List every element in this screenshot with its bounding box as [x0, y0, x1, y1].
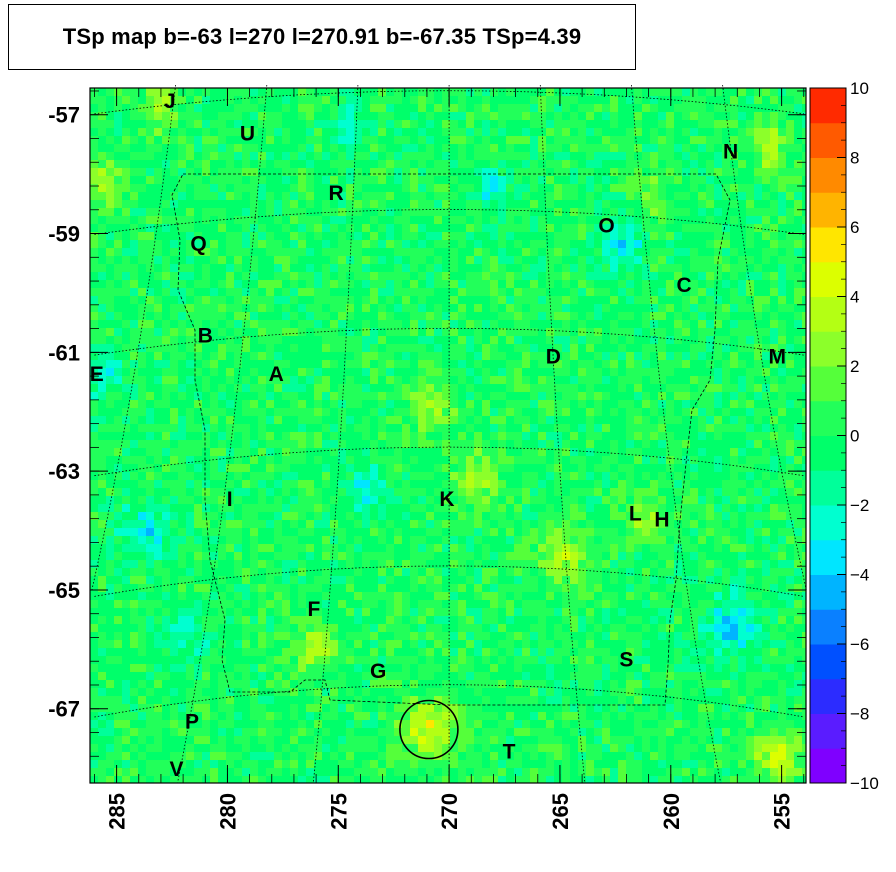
source-label: S — [619, 648, 633, 671]
y-tick-label: -61 — [48, 340, 80, 365]
colorbar-swatch — [810, 713, 846, 749]
source-label: T — [503, 740, 516, 763]
y-tick-label: -67 — [48, 697, 80, 722]
colorbar-label: 4 — [850, 288, 859, 307]
source-label: B — [198, 325, 213, 348]
colorbar-label: −4 — [850, 566, 869, 585]
colorbar-swatch — [810, 400, 846, 436]
colorbar-swatch — [810, 296, 846, 332]
colorbar-swatch — [810, 88, 846, 124]
lon-grid-line — [177, 84, 268, 784]
colorbar-label: −10 — [850, 774, 879, 793]
source-label: N — [723, 140, 738, 163]
colorbar-label: −8 — [850, 705, 869, 724]
colorbar-swatch — [810, 435, 846, 471]
colorbar-swatch — [810, 505, 846, 541]
colorbar-swatch — [810, 678, 846, 714]
source-label: F — [307, 598, 320, 621]
colorbar-swatch — [810, 539, 846, 575]
lat-grid-line — [94, 209, 804, 235]
colorbar-label: −6 — [850, 635, 869, 654]
colorbar: 10 8 6 4 2 0 −2 −4 −6 −8 −10 — [809, 79, 879, 793]
source-label: R — [329, 182, 344, 205]
source-label: V — [169, 758, 183, 781]
lon-grid-line — [539, 84, 586, 784]
y-tick-label: -59 — [48, 222, 80, 247]
plot-frame — [89, 87, 807, 784]
colorbar-label: 6 — [850, 218, 859, 237]
y-tick-label: -57 — [48, 103, 80, 128]
source-label: I — [227, 488, 233, 511]
colorbar-label: 0 — [850, 427, 859, 446]
y-tick-label: -65 — [48, 578, 80, 603]
colorbar-swatch — [810, 470, 846, 506]
colorbar-swatch — [810, 331, 846, 367]
x-tick-label: 255 — [770, 793, 795, 830]
colorbar-swatch — [810, 157, 846, 193]
colorbar-label: 8 — [850, 149, 859, 168]
colorbar-swatch — [810, 748, 846, 784]
colorbar-label: −2 — [850, 496, 869, 515]
lon-grid-line — [722, 84, 807, 590]
source-label: K — [439, 488, 454, 511]
lon-grid-line — [631, 84, 722, 784]
chart-title-box: TSp map b=-63 l=270 l=270.91 b=-67.35 TS… — [8, 4, 636, 70]
source-label: E — [90, 363, 104, 386]
x-tick-label: 285 — [105, 793, 130, 830]
best-fit-position-circle — [399, 699, 459, 760]
source-label: O — [598, 215, 614, 238]
plot-border — [89, 87, 807, 784]
source-label: J — [164, 90, 176, 113]
colorbar-swatch — [810, 261, 846, 297]
source-label: P — [185, 711, 199, 734]
lat-grid-line — [94, 684, 804, 718]
source-labels: J U N R O Q C B M D E A I K L H F G S P T V — [90, 90, 786, 781]
source-label: H — [654, 509, 669, 532]
x-tick-label: 280 — [215, 793, 240, 830]
x-tick-label: 260 — [659, 793, 684, 830]
source-label: M — [768, 345, 786, 368]
x-tick-label: 265 — [548, 793, 573, 830]
source-label: Q — [190, 232, 206, 255]
colorbar-label: 10 — [850, 79, 869, 98]
heatmap-pixels — [90, 88, 806, 783]
lon-grid-line — [312, 84, 359, 784]
x-tick-label: 275 — [326, 793, 351, 830]
source-label: L — [629, 503, 642, 526]
source-label: C — [677, 274, 692, 297]
source-label: D — [546, 345, 561, 368]
source-label: G — [370, 660, 386, 683]
source-label: U — [240, 123, 255, 146]
colorbar-swatch — [810, 366, 846, 402]
source-label: A — [269, 363, 284, 386]
x-tick-label: 270 — [437, 793, 462, 830]
colorbar-swatch — [810, 574, 846, 610]
lat-grid-line — [94, 446, 804, 477]
coordinate-grid — [91, 84, 807, 784]
colorbar-swatch — [810, 644, 846, 680]
axes-ticks: -57 -59 -61 -63 -65 -67 285 280 275 270 265 260 255 — [48, 88, 806, 830]
chart-title: TSp map b=-63 l=270 l=270.91 b=-67.35 TS… — [62, 24, 582, 49]
colorbar-swatch — [810, 227, 846, 263]
colorbar-label: 2 — [850, 357, 859, 376]
colorbar-swatch — [810, 122, 846, 158]
lon-grid-line — [91, 84, 176, 590]
lat-grid-line — [94, 327, 804, 356]
roi-boundary — [171, 173, 731, 706]
roi-outline — [171, 173, 731, 706]
colorbar-swatch — [810, 609, 846, 645]
colorbar-swatch — [810, 192, 846, 228]
lat-grid-line — [94, 90, 804, 115]
y-tick-label: -63 — [48, 459, 80, 484]
